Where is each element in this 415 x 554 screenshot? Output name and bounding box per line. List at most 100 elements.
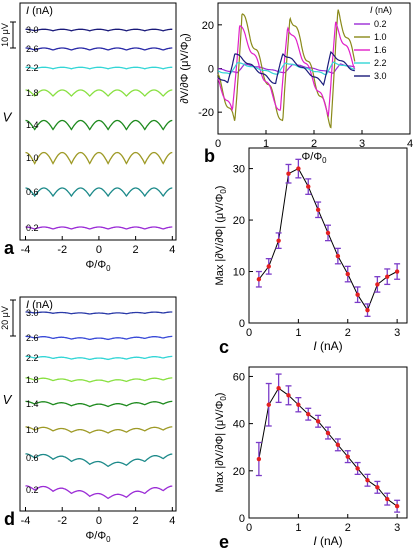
- panel-d-xtick-label: 0: [96, 515, 102, 527]
- panel-c-ylabel: Max |∂V/∂Φ| (μV/Φ0): [214, 186, 228, 286]
- panel-b-series-1.6: [217, 21, 356, 118]
- panel-c-point: [345, 271, 350, 277]
- panel-c-axes: [248, 147, 408, 324]
- panel-e-point: [394, 504, 400, 509]
- panel-e-point: [365, 478, 370, 483]
- panel-d-scalebar-label: 20 μV: [0, 306, 10, 330]
- panel-a-scalebar-label: 10 μV: [0, 23, 10, 47]
- panel-a-letter: a: [4, 238, 15, 258]
- panel-e-point: [335, 442, 341, 448]
- panel-a-current-header: I (nA): [26, 5, 53, 17]
- panel-c-point: [306, 184, 311, 189]
- panel-e-point: [256, 456, 262, 462]
- panel-e-xlabel: I (nA): [313, 534, 342, 548]
- panel-a-current-label: 0.6: [26, 187, 39, 197]
- panel-d-current-label: 0.6: [26, 453, 39, 463]
- panel-e-point: [355, 466, 360, 471]
- panel-c-xtick-label: 0: [246, 327, 252, 339]
- panel-d-series-1.4: [25, 400, 173, 408]
- panel-c-point: [315, 207, 321, 212]
- panel-a-current-label: 0.2: [26, 223, 39, 233]
- panel-a-series-3.0: [25, 28, 173, 32]
- panel-b-legend-label: 1.6: [374, 45, 387, 55]
- panel-e-xtick-label: 0: [246, 522, 252, 534]
- panel-c-point: [394, 269, 400, 274]
- panel-d-series-2.2: [25, 355, 173, 361]
- panel-a-current-label: 1.4: [26, 120, 39, 130]
- panel-b-xtick-label: 3: [359, 138, 365, 150]
- panel-a-current-label: 1.8: [26, 88, 39, 98]
- panel-b-letter: b: [204, 146, 215, 166]
- panel-e-point: [375, 485, 380, 490]
- panel-a-series-1.8: [25, 89, 173, 97]
- panel-a-xlabel: Φ/Φ0: [85, 259, 111, 273]
- panel-c-point: [375, 282, 380, 287]
- panel-a-series-1.0: [25, 151, 173, 165]
- panel-e-ytick-label: 0: [239, 513, 245, 525]
- panel-b-xtick-label: 2: [311, 138, 317, 150]
- panel-b-ytick-label: 0: [208, 64, 214, 76]
- panel-e-point: [306, 411, 311, 417]
- panel-e-xtick-label: 1: [295, 522, 301, 534]
- panel-c-xtick-label: 2: [345, 327, 351, 339]
- panel-d-current-header: I (nA): [26, 299, 53, 311]
- panel-a-xtick-label: 2: [133, 244, 139, 256]
- panel-e-xtick-label: 3: [394, 522, 400, 534]
- panel-c-point: [296, 166, 301, 171]
- panel-c-point: [276, 238, 281, 243]
- panel-b-legend-title: I (nA): [370, 5, 392, 15]
- panel-d-xlabel: Φ/Φ0: [85, 530, 111, 544]
- panel-e-axes: [248, 366, 408, 519]
- panel-d-xtick-label: 2: [133, 515, 139, 527]
- panel-c-xlabel: I (nA): [313, 339, 342, 353]
- panel-e-ytick-label: 60: [233, 371, 245, 383]
- panel-e-point: [276, 386, 281, 391]
- panel-c-point: [286, 171, 291, 176]
- panel-e-letter: e: [219, 532, 229, 552]
- panel-d-series-0.6: [25, 453, 173, 468]
- panel-e-ylabel: Max |∂V/∂Φ| (μV/Φ0): [214, 393, 228, 493]
- panel-d-current-label: 2.2: [26, 353, 39, 363]
- panel-d-current-label: 2.6: [26, 333, 39, 343]
- panel-a-current-label: 1.0: [26, 153, 39, 163]
- panel-e-point: [385, 496, 390, 502]
- panel-b-series-3.0: [217, 50, 355, 87]
- panel-b-xtick-label: 4: [407, 138, 413, 150]
- panel-d-xtick-label: -4: [21, 515, 31, 527]
- panel-e-point: [345, 454, 350, 459]
- panel-a-axes: [19, 2, 177, 241]
- panel-d-xtick-label: 4: [169, 515, 175, 527]
- panel-d-current-label: 1.8: [26, 375, 39, 385]
- panel-b-legend-label: 2.2: [374, 58, 387, 68]
- panel-b-legend-label: 1.0: [374, 32, 387, 42]
- panel-b-ylabel: ∂V/∂Φ (μV/Φ0): [179, 33, 193, 103]
- panel-b-xlabel: Φ/Φ0: [301, 151, 327, 165]
- panel-a-series-2.6: [25, 47, 173, 51]
- panel-b-ytick-label: 20: [202, 20, 214, 32]
- panel-d-current-label: 0.2: [26, 485, 39, 495]
- panel-c-point: [266, 264, 271, 269]
- panel-b-ytick-label: -20: [198, 107, 214, 119]
- panel-b-xtick-label: 0: [215, 138, 221, 150]
- panel-e-point: [266, 402, 271, 407]
- panel-a-ylabel: V: [3, 110, 13, 125]
- panel-c-point: [365, 307, 370, 313]
- panel-c-ytick-label: 30: [233, 164, 245, 176]
- panel-d-series-1.0: [25, 426, 173, 434]
- panel-a-current-label: 2.6: [26, 44, 39, 54]
- panel-e-xtick-label: 2: [345, 522, 351, 534]
- panel-a-xtick-label: -2: [57, 244, 67, 256]
- panel-c-xtick-label: 3: [394, 327, 400, 339]
- panel-d-current-label: 3.0: [26, 308, 39, 318]
- panel-e-point: [286, 393, 291, 398]
- panel-b-series-1.0: [217, 9, 356, 129]
- panel-a-series-1.4: [25, 119, 173, 131]
- panel-a-series-2.2: [25, 66, 173, 70]
- panel-d-current-label: 1.0: [26, 425, 39, 435]
- panel-c-point: [335, 253, 341, 259]
- panel-e-point: [325, 430, 331, 436]
- panel-d-letter: d: [4, 509, 15, 529]
- panel-e-ytick-label: 20: [233, 466, 245, 478]
- panel-b-series-2.2: [217, 61, 355, 76]
